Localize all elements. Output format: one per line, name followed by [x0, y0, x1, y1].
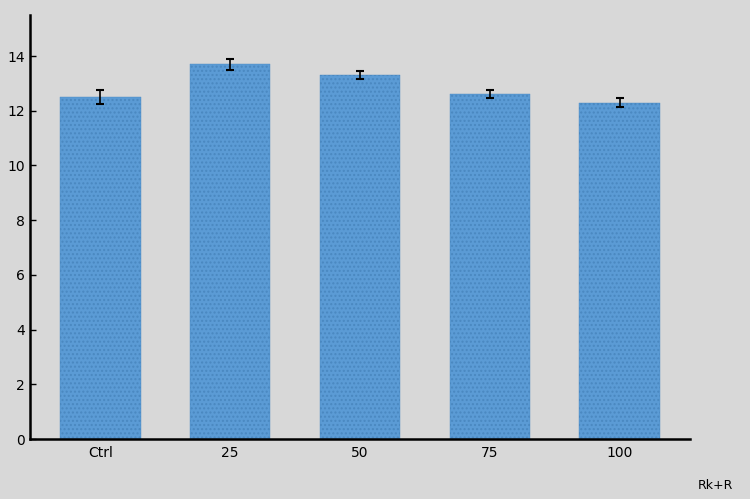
- Bar: [60, 97, 140, 439]
- Bar: [580, 102, 660, 439]
- Text: Rk+R: Rk+R: [698, 479, 733, 492]
- Bar: [190, 64, 271, 439]
- Bar: [449, 94, 530, 439]
- Bar: [320, 75, 400, 439]
